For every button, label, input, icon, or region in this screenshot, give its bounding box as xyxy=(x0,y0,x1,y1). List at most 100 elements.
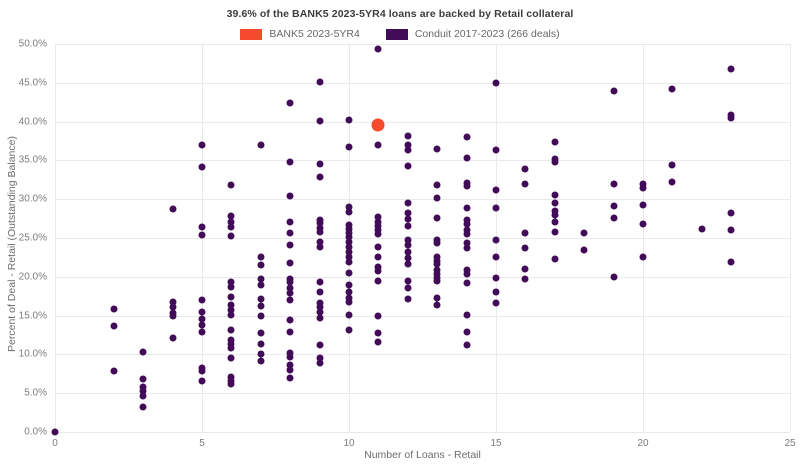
data-point-conduit-2017-2023-266-deals xyxy=(345,229,353,237)
data-point-conduit-2017-2023-266-deals xyxy=(433,274,441,282)
data-point-conduit-2017-2023-266-deals xyxy=(551,207,559,215)
data-point-conduit-2017-2023-266-deals xyxy=(257,357,265,365)
gridline-y xyxy=(55,238,790,239)
data-point-conduit-2017-2023-266-deals xyxy=(345,269,353,277)
data-point-conduit-2017-2023-266-deals xyxy=(110,322,118,330)
y-tick-label: 15.0% xyxy=(18,310,47,322)
data-point-conduit-2017-2023-266-deals xyxy=(227,301,235,309)
data-point-conduit-2017-2023-266-deals xyxy=(316,354,324,362)
data-point-conduit-2017-2023-266-deals xyxy=(374,222,382,230)
data-point-conduit-2017-2023-266-deals xyxy=(404,277,412,285)
y-tick-label: 40.0% xyxy=(18,116,47,128)
data-point-conduit-2017-2023-266-deals xyxy=(110,305,118,313)
data-point-conduit-2017-2023-266-deals xyxy=(198,377,206,385)
data-point-conduit-2017-2023-266-deals xyxy=(433,266,441,274)
data-point-conduit-2017-2023-266-deals xyxy=(521,229,529,237)
y-tick-label: 50.0% xyxy=(18,38,47,50)
data-point-conduit-2017-2023-266-deals xyxy=(227,344,235,352)
legend-label: BANK5 2023-5YR4 xyxy=(269,28,360,40)
data-point-conduit-2017-2023-266-deals xyxy=(727,65,735,73)
y-axis-title-text: Percent of Deal - Retail (Outstanding Ba… xyxy=(6,136,18,352)
legend-swatch-icon xyxy=(240,28,263,40)
legend: BANK5 2023-5YR4 Conduit 2017-2023 (266 de… xyxy=(0,26,800,42)
legend-item-conduit-2017-2023-266-deals[interactable]: Conduit 2017-2023 (266 deals) xyxy=(385,28,560,40)
data-point-conduit-2017-2023-266-deals xyxy=(404,215,412,223)
data-point-conduit-2017-2023-266-deals xyxy=(286,353,294,361)
data-point-conduit-2017-2023-266-deals xyxy=(345,243,353,251)
data-point-conduit-2017-2023-266-deals xyxy=(316,238,324,246)
y-tick-label: 25.0% xyxy=(18,232,47,244)
data-point-conduit-2017-2023-266-deals xyxy=(463,204,471,212)
legend-item-bank5-2023-5yr4[interactable]: BANK5 2023-5YR4 xyxy=(240,28,360,40)
data-point-conduit-2017-2023-266-deals xyxy=(492,288,500,296)
data-point-conduit-2017-2023-266-deals xyxy=(286,316,294,324)
data-point-conduit-2017-2023-266-deals xyxy=(639,201,647,209)
legend-swatch-icon xyxy=(385,28,408,40)
data-point-conduit-2017-2023-266-deals xyxy=(404,260,412,268)
x-tick-label: 5 xyxy=(199,438,205,449)
data-point-conduit-2017-2023-266-deals xyxy=(492,186,500,194)
data-point-conduit-2017-2023-266-deals xyxy=(433,301,441,309)
data-point-conduit-2017-2023-266-deals xyxy=(227,354,235,362)
data-point-conduit-2017-2023-266-deals xyxy=(404,254,412,262)
data-point-conduit-2017-2023-266-deals xyxy=(345,294,353,302)
data-point-conduit-2017-2023-266-deals xyxy=(286,99,294,107)
data-point-conduit-2017-2023-266-deals xyxy=(227,340,235,348)
data-point-conduit-2017-2023-266-deals xyxy=(227,218,235,226)
data-point-conduit-2017-2023-266-deals xyxy=(286,284,294,292)
data-point-conduit-2017-2023-266-deals xyxy=(374,218,382,226)
data-point-conduit-2017-2023-266-deals xyxy=(169,334,177,342)
data-point-conduit-2017-2023-266-deals xyxy=(198,328,206,336)
data-point-conduit-2017-2023-266-deals xyxy=(374,312,382,320)
data-point-conduit-2017-2023-266-deals xyxy=(257,275,265,283)
data-point-conduit-2017-2023-266-deals xyxy=(374,267,382,275)
data-point-conduit-2017-2023-266-deals xyxy=(433,253,441,261)
data-point-conduit-2017-2023-266-deals xyxy=(433,214,441,222)
data-point-conduit-2017-2023-266-deals xyxy=(227,223,235,231)
data-point-conduit-2017-2023-266-deals xyxy=(316,78,324,86)
data-point-conduit-2017-2023-266-deals xyxy=(668,178,676,186)
data-point-conduit-2017-2023-266-deals xyxy=(316,219,324,227)
data-point-conduit-2017-2023-266-deals xyxy=(257,281,265,289)
data-point-conduit-2017-2023-266-deals xyxy=(345,311,353,319)
data-point-conduit-2017-2023-266-deals xyxy=(345,116,353,124)
data-point-conduit-2017-2023-266-deals xyxy=(257,261,265,269)
data-point-conduit-2017-2023-266-deals xyxy=(286,218,294,226)
data-point-conduit-2017-2023-266-deals xyxy=(404,141,412,149)
data-point-conduit-2017-2023-266-deals xyxy=(316,341,324,349)
data-point-conduit-2017-2023-266-deals xyxy=(286,192,294,200)
gridline-x xyxy=(643,44,644,432)
data-point-conduit-2017-2023-266-deals xyxy=(345,281,353,289)
data-point-conduit-2017-2023-266-deals xyxy=(374,213,382,221)
y-tick-label: 5.0% xyxy=(24,387,47,399)
data-point-conduit-2017-2023-266-deals xyxy=(227,380,235,388)
data-point-conduit-2017-2023-266-deals xyxy=(463,279,471,287)
data-point-conduit-2017-2023-266-deals xyxy=(227,336,235,344)
data-point-conduit-2017-2023-266-deals xyxy=(286,296,294,304)
data-point-conduit-2017-2023-266-deals xyxy=(345,238,353,246)
gridline-y xyxy=(55,432,790,433)
data-point-conduit-2017-2023-266-deals xyxy=(492,299,500,307)
data-point-conduit-2017-2023-266-deals xyxy=(169,303,177,311)
data-point-conduit-2017-2023-266-deals xyxy=(345,225,353,233)
data-point-conduit-2017-2023-266-deals xyxy=(463,220,471,228)
data-point-conduit-2017-2023-266-deals xyxy=(257,302,265,310)
data-point-conduit-2017-2023-266-deals xyxy=(345,233,353,241)
data-point-conduit-2017-2023-266-deals xyxy=(551,228,559,236)
data-point-conduit-2017-2023-266-deals xyxy=(551,218,559,226)
data-point-conduit-2017-2023-266-deals xyxy=(257,340,265,348)
data-point-conduit-2017-2023-266-deals xyxy=(316,303,324,311)
y-tick-label: 35.0% xyxy=(18,154,47,166)
data-point-conduit-2017-2023-266-deals xyxy=(521,275,529,283)
data-point-conduit-2017-2023-266-deals xyxy=(374,243,382,251)
data-point-conduit-2017-2023-266-deals xyxy=(404,209,412,217)
data-point-conduit-2017-2023-266-deals xyxy=(492,79,500,87)
data-point-conduit-2017-2023-266-deals xyxy=(316,314,324,322)
data-point-conduit-2017-2023-266-deals xyxy=(227,232,235,240)
data-point-conduit-2017-2023-266-deals xyxy=(521,180,529,188)
data-point-conduit-2017-2023-266-deals xyxy=(492,204,500,212)
x-axis-title: Number of Loans - Retail xyxy=(364,449,481,461)
data-point-conduit-2017-2023-266-deals xyxy=(404,146,412,154)
data-point-conduit-2017-2023-266-deals xyxy=(374,141,382,149)
data-point-conduit-2017-2023-266-deals xyxy=(610,87,618,95)
